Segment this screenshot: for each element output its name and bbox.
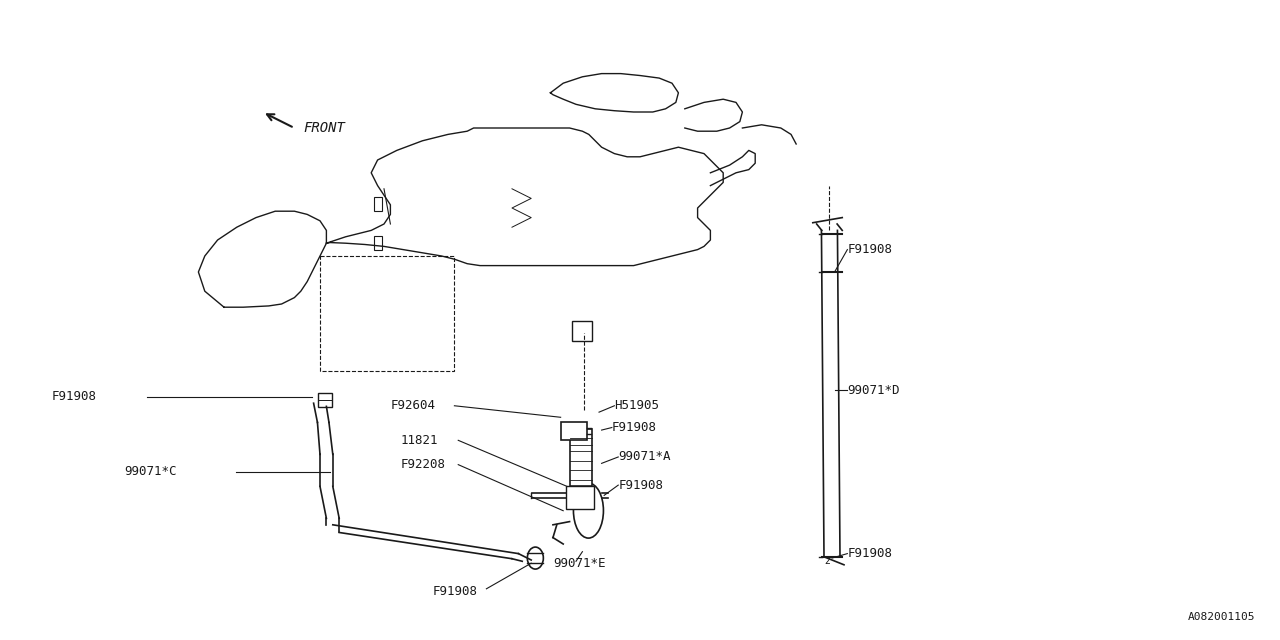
Bar (320, 256, 454, 371)
Text: F91908: F91908 (51, 390, 96, 403)
Text: 2: 2 (824, 556, 831, 566)
Bar (317, 393, 332, 407)
Text: 99071*D: 99071*D (847, 384, 900, 397)
Text: 99071*A: 99071*A (618, 451, 671, 463)
Text: 99071*C: 99071*C (124, 465, 177, 478)
Text: F91908: F91908 (612, 421, 657, 434)
Bar (566, 486, 594, 509)
Bar (374, 236, 381, 250)
Text: F91908: F91908 (618, 479, 663, 492)
Bar (572, 321, 591, 340)
Text: F91908: F91908 (433, 585, 477, 598)
Text: 99071*E: 99071*E (553, 557, 605, 570)
Text: 11821: 11821 (401, 434, 438, 447)
Text: F92208: F92208 (401, 458, 445, 471)
Text: H51905: H51905 (614, 399, 659, 412)
Bar (570, 429, 591, 486)
Text: F91908: F91908 (847, 547, 892, 560)
Text: FRONT: FRONT (303, 121, 346, 135)
Text: A082001105: A082001105 (1188, 612, 1254, 622)
Bar (374, 197, 381, 211)
Ellipse shape (573, 483, 603, 538)
Text: F91908: F91908 (847, 243, 892, 256)
Text: F92604: F92604 (390, 399, 435, 412)
Bar (561, 422, 586, 440)
